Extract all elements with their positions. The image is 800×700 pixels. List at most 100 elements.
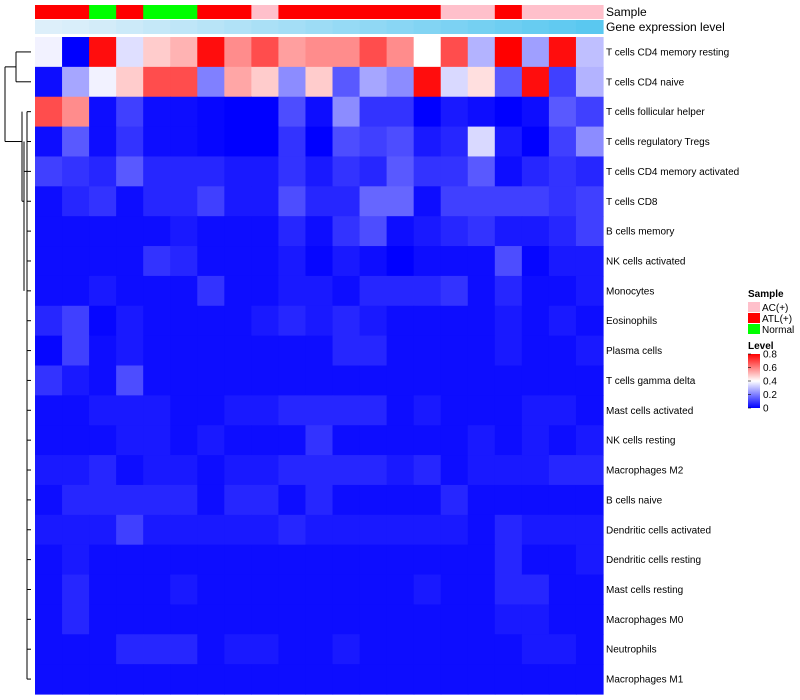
legend-sample-label: Normal — [762, 325, 794, 336]
heatmap-cell — [143, 186, 171, 217]
heatmap-cell — [359, 455, 388, 486]
heatmap-cell — [89, 455, 117, 486]
heatmap-cell — [35, 365, 63, 396]
sample-annotation-cell — [62, 5, 90, 19]
heatmap-cell — [332, 484, 361, 516]
heatmap-cell — [359, 246, 388, 277]
heatmap-cell — [170, 216, 198, 247]
legend-level-tick-label: 0.8 — [763, 350, 777, 361]
heatmap-cell — [143, 455, 171, 486]
heatmap-cell — [332, 574, 361, 606]
heatmap-cell — [521, 246, 550, 277]
heatmap-cell — [494, 395, 523, 426]
heatmap-cell — [575, 425, 604, 456]
heatmap-cell — [170, 544, 198, 576]
heatmap-cell — [386, 455, 415, 486]
heatmap-cell — [278, 156, 307, 187]
heatmap-cell — [386, 574, 415, 606]
heatmap-cell — [35, 484, 63, 516]
row-label: B cells naive — [606, 495, 663, 506]
heatmap-cell — [467, 216, 496, 247]
heatmap-cell — [548, 395, 577, 426]
heatmap-cell — [224, 37, 252, 68]
heatmap-cell — [62, 305, 90, 337]
heatmap-cell — [521, 156, 550, 187]
heatmap-cell — [332, 395, 361, 426]
row-label: NK cells resting — [606, 436, 675, 447]
heatmap-cell — [467, 305, 496, 337]
heatmap-cell — [89, 66, 117, 98]
heatmap-cell — [359, 574, 388, 606]
heatmap-cell — [359, 544, 388, 576]
heatmap-cell — [143, 96, 171, 128]
heatmap-cell — [278, 216, 307, 247]
row-label: Plasma cells — [606, 346, 662, 357]
sample-annotation-cell — [251, 5, 280, 19]
heatmap-cell — [251, 156, 280, 187]
heatmap-cell — [305, 365, 334, 396]
heatmap-cell — [440, 246, 469, 277]
heatmap-cell — [548, 604, 577, 635]
heatmap-cell — [35, 96, 63, 128]
heatmap-cell — [62, 96, 90, 128]
heatmap-cell — [548, 365, 577, 396]
heatmap-cell — [413, 186, 442, 217]
heatmap-cell — [62, 246, 90, 277]
gene-expression-annotation-cell — [62, 20, 90, 34]
gene-expression-annotation-cell — [494, 20, 523, 34]
heatmap-cell — [494, 514, 523, 546]
heatmap-cell — [575, 96, 604, 128]
heatmap-cell — [413, 484, 442, 516]
heatmap-cell — [62, 186, 90, 217]
heatmap-cell — [116, 186, 144, 217]
heatmap-cell — [224, 425, 252, 456]
row-label: Neutrophils — [606, 645, 657, 656]
heatmap-cell — [251, 395, 280, 426]
heatmap-cell — [170, 425, 198, 456]
heatmap-cell — [62, 156, 90, 187]
heatmap-cell — [143, 664, 171, 695]
heatmap-cell — [575, 156, 604, 187]
heatmap-cell — [89, 425, 117, 456]
gene-expression-annotation-cell — [197, 20, 225, 34]
heatmap-cell — [521, 335, 550, 367]
heatmap-cell — [170, 634, 198, 665]
heatmap-cell — [359, 275, 388, 307]
heatmap-cell — [224, 365, 252, 396]
heatmap-cell — [548, 305, 577, 337]
heatmap-cell — [413, 395, 442, 426]
heatmap-cell — [35, 455, 63, 486]
heatmap-cell — [386, 335, 415, 367]
heatmap-cell — [89, 216, 117, 247]
heatmap-cell — [494, 96, 523, 128]
heatmap-cell — [440, 126, 469, 158]
heatmap-cell — [89, 246, 117, 277]
heatmap-cell — [278, 664, 307, 695]
heatmap-cell — [251, 604, 280, 635]
heatmap-cell — [89, 275, 117, 307]
gene-expression-annotation-bar — [35, 20, 604, 34]
heatmap-cell — [440, 335, 469, 367]
legend-sample-label: ATL(+) — [762, 314, 792, 325]
heatmap-cell — [386, 604, 415, 635]
heatmap-cell — [197, 126, 225, 158]
heatmap-cell — [89, 664, 117, 695]
legend-sample-label: AC(+) — [762, 303, 788, 314]
heatmap-cell — [359, 126, 388, 158]
heatmap-cell — [170, 186, 198, 217]
heatmap-cell — [494, 484, 523, 516]
gene-expression-annotation-cell — [35, 20, 63, 34]
heatmap-cell — [89, 365, 117, 396]
heatmap-cell — [386, 664, 415, 695]
heatmap-cell — [548, 246, 577, 277]
heatmap-cell — [197, 305, 225, 337]
heatmap-cell — [62, 425, 90, 456]
heatmap-cell — [143, 514, 171, 546]
heatmap-cell — [278, 305, 307, 337]
heatmap-cell — [170, 574, 198, 606]
heatmap-cell — [278, 395, 307, 426]
heatmap-cell — [413, 335, 442, 367]
heatmap-cell — [116, 216, 144, 247]
heatmap-cell — [35, 395, 63, 426]
heatmap-cell — [548, 275, 577, 307]
